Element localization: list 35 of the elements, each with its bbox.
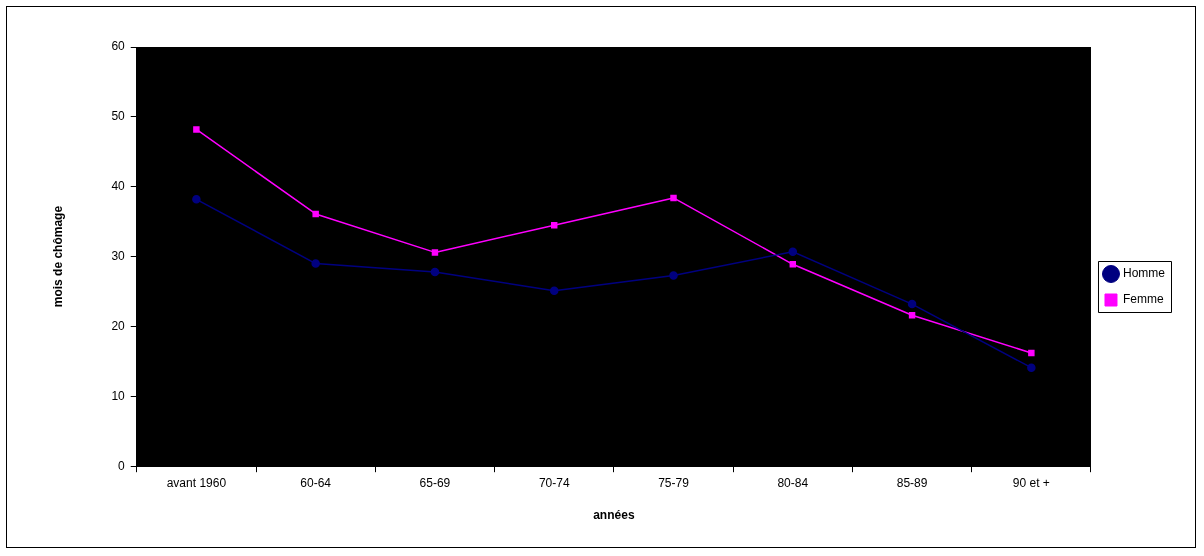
x-tick-label: 90 et + [1012, 475, 1050, 490]
y-tick-label: 40 [111, 179, 126, 194]
point [788, 247, 798, 256]
x-tick-label: 65-69 [419, 475, 451, 490]
y-axis-title: mois de chômage [50, 205, 65, 308]
point [551, 221, 558, 229]
legend-label: Homme [1122, 266, 1166, 281]
x-tick-label: 80-84 [777, 475, 809, 490]
x-axis-title: années [593, 508, 635, 523]
y-tick-label: 60 [111, 39, 126, 54]
point [908, 312, 916, 319]
point [312, 210, 319, 218]
point [431, 249, 439, 256]
point [311, 259, 320, 268]
x-tick-label: 75-79 [658, 475, 690, 490]
point [430, 267, 440, 277]
point [789, 261, 797, 268]
y-tick-label: 10 [111, 388, 126, 403]
point [549, 286, 559, 296]
x-tick-label: 70-74 [538, 475, 570, 490]
y-tick-label: 30 [111, 248, 126, 263]
point [1027, 363, 1036, 372]
point [907, 299, 917, 309]
point [1028, 349, 1035, 357]
point [669, 271, 678, 280]
x-tick-label: avant 1960 [166, 475, 227, 490]
point [192, 195, 201, 204]
x-tick-label: 60-64 [300, 475, 332, 490]
y-tick-label: 0 [118, 458, 126, 473]
point [670, 194, 677, 202]
x-tick-label: 85-89 [896, 475, 928, 490]
y-tick-label: 20 [111, 318, 126, 333]
y-tick-label: 50 [111, 109, 126, 124]
legend-label: Femme [1122, 292, 1164, 307]
point [193, 126, 200, 133]
